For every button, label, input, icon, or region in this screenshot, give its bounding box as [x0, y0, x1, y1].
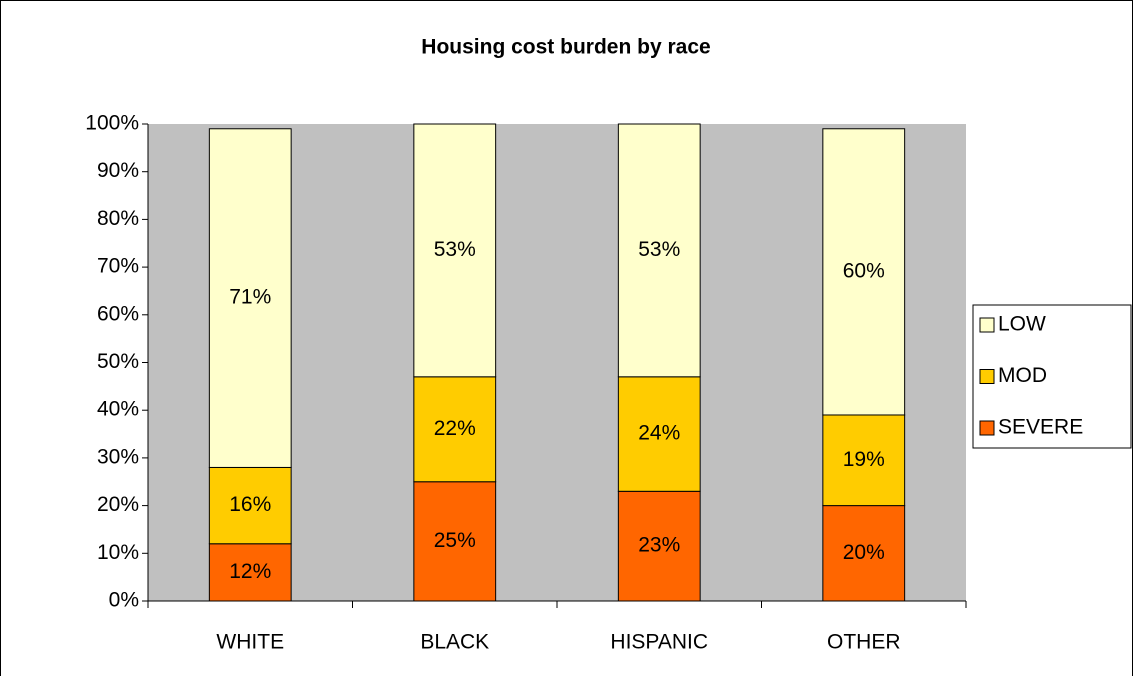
- chart-title: Housing cost burden by race: [421, 36, 710, 59]
- x-tick-label: OTHER: [827, 631, 901, 654]
- y-tick-label: 30%: [97, 445, 139, 468]
- y-tick-label: 50%: [97, 350, 139, 373]
- y-tick-label: 40%: [97, 398, 139, 421]
- y-tick-label: 60%: [97, 302, 139, 325]
- bar-segment: [208, 466, 292, 545]
- legend-swatch: [979, 369, 995, 384]
- data-label: 53%: [638, 238, 680, 261]
- legend-swatch: [979, 420, 995, 436]
- data-label: 19%: [843, 448, 885, 471]
- y-tick-label: 80%: [97, 207, 139, 230]
- x-tick-label: WHITE: [216, 631, 284, 654]
- legend-label: LOW: [998, 313, 1046, 336]
- data-label: 60%: [843, 259, 885, 282]
- legend-box: [972, 304, 1132, 449]
- data-label: 16%: [229, 493, 271, 516]
- y-tick-label: 70%: [97, 255, 139, 278]
- bar-segment: [822, 414, 906, 507]
- y-tick-label: 10%: [97, 541, 139, 564]
- data-label: 71%: [229, 286, 271, 309]
- legend-label: SEVERE: [998, 416, 1083, 439]
- x-tick-label: HISPANIC: [610, 631, 708, 654]
- data-label: 22%: [434, 417, 476, 440]
- data-label: 12%: [229, 560, 271, 583]
- bar-segment: [822, 128, 906, 416]
- data-label: 25%: [434, 529, 476, 552]
- data-label: 20%: [843, 541, 885, 564]
- bar-segment: [413, 376, 497, 483]
- y-tick-label: 0%: [109, 589, 139, 612]
- bar-segment: [822, 505, 906, 602]
- x-tick-label: BLACK: [420, 631, 489, 654]
- data-label: 24%: [638, 422, 680, 445]
- legend-label: MOD: [998, 364, 1047, 387]
- bar-segment: [617, 123, 701, 378]
- bar-segment: [413, 123, 497, 378]
- y-tick-label: 90%: [97, 159, 139, 182]
- y-tick-label: 100%: [85, 112, 139, 135]
- bar-segment: [208, 128, 292, 468]
- bar-segment: [413, 481, 497, 602]
- data-label: 23%: [638, 534, 680, 557]
- bar-segment: [617, 376, 701, 492]
- legend-swatch: [979, 317, 995, 333]
- bar-segment: [617, 490, 701, 602]
- data-label: 53%: [434, 238, 476, 261]
- y-tick-label: 20%: [97, 493, 139, 516]
